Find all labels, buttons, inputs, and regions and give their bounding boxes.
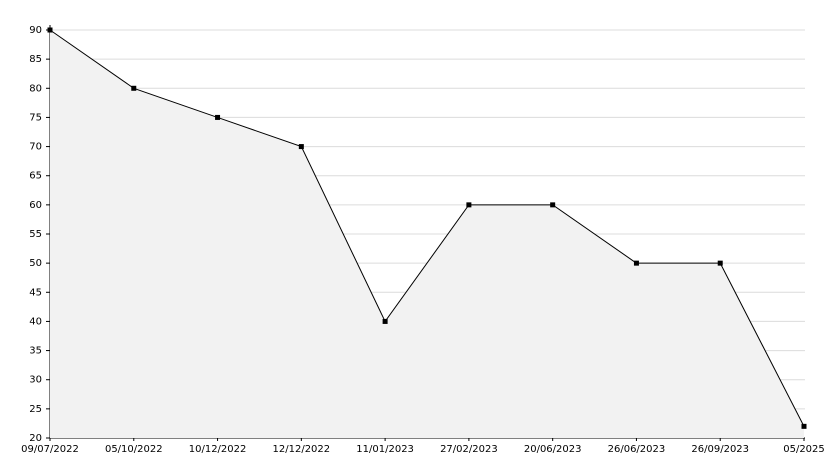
x-tick-label: 26/06/2023 (608, 444, 666, 455)
marker (131, 85, 137, 91)
x-tick-label: 05/10/2022 (105, 444, 163, 455)
marker (47, 27, 53, 33)
marker (466, 202, 472, 208)
x-tick-label: 10/12/2022 (189, 444, 247, 455)
x-tick-label: 09/07/2022 (21, 444, 79, 455)
y-tick-label: 30 (29, 375, 42, 386)
marker (382, 318, 388, 324)
y-tick-label: 60 (29, 200, 42, 211)
x-tick-label: 12/12/2022 (273, 444, 331, 455)
y-tick-label: 20 (29, 433, 42, 444)
y-tick-label: 65 (29, 171, 42, 182)
y-tick-label: 45 (29, 287, 42, 298)
y-tick-label: 25 (29, 404, 42, 415)
x-tick-label: 05/2025 (783, 444, 825, 455)
line (49, 29, 805, 427)
y-tick-label: 40 (29, 316, 42, 327)
y-tick-label: 35 (29, 346, 42, 357)
y-tick-label: 80 (29, 83, 42, 94)
marker (801, 423, 807, 429)
y-tick-label: 90 (29, 25, 42, 36)
marker (633, 260, 639, 266)
y-tick-label: 55 (29, 229, 42, 240)
x-tick-label: 26/09/2023 (691, 444, 749, 455)
marker (215, 114, 221, 120)
marker (298, 144, 304, 150)
y-tick-label: 70 (29, 142, 42, 153)
y-tick-label: 75 (29, 112, 42, 123)
y-tick-label: 50 (29, 258, 42, 269)
x-tick-label: 11/01/2023 (356, 444, 414, 455)
marker (717, 260, 723, 266)
x-tick-label: 27/02/2023 (440, 444, 498, 455)
area-fill (50, 30, 804, 438)
marker (550, 202, 556, 208)
y-tick-label: 85 (29, 54, 42, 65)
x-tick-label: 20/06/2023 (524, 444, 582, 455)
